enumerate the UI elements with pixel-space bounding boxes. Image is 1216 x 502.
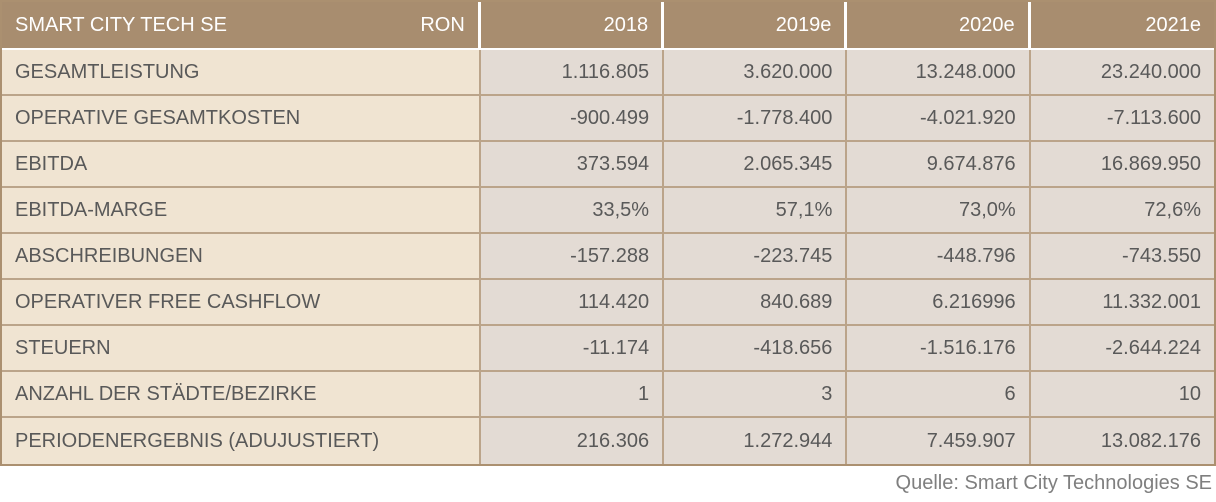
cell-value: 11.332.001 (1030, 280, 1214, 326)
table-title-cell: SMART CITY TECH SE RON (2, 2, 481, 50)
currency-label: RON (420, 13, 465, 36)
cell-value: -157.288 (480, 234, 665, 280)
column-header-2018: 2018 (480, 2, 665, 50)
financials-table: SMART CITY TECH SE RON 2018 2019e 2020e … (0, 0, 1216, 466)
cell-value: -7.113.600 (1030, 96, 1214, 142)
row-label: ANZAHL DER STÄDTE/BEZIRKE (2, 372, 481, 418)
row-label: ABSCHREIBUNGEN (2, 234, 481, 280)
cell-value: 840.689 (664, 280, 848, 326)
table-row-operative-gesamtkosten: OPERATIVE GESAMTKOSTEN -900.499 -1.778.4… (2, 96, 1214, 142)
cell-value: 6.216996 (847, 280, 1031, 326)
cell-value: -11.174 (480, 326, 665, 372)
cell-value: 1.272.944 (664, 418, 848, 464)
cell-value: 10 (1030, 372, 1214, 418)
table-row-ebitda-marge: EBITDA-MARGE 33,5% 57,1% 73,0% 72,6% (2, 188, 1214, 234)
row-label: EBITDA-MARGE (2, 188, 481, 234)
row-label: EBITDA (2, 142, 481, 188)
table-row-anzahl-staedte-bezirke: ANZAHL DER STÄDTE/BEZIRKE 1 3 6 10 (2, 372, 1214, 418)
table-row-operativer-free-cashflow: OPERATIVER FREE CASHFLOW 114.420 840.689… (2, 280, 1214, 326)
row-label: STEUERN (2, 326, 481, 372)
cell-value: 3.620.000 (664, 50, 848, 96)
cell-value: 3 (664, 372, 848, 418)
cell-value: 1.116.805 (480, 50, 665, 96)
table-row-periodenergebnis: PERIODENERGEBNIS (ADUJUSTIERT) 216.306 1… (2, 418, 1214, 464)
cell-value: 114.420 (480, 280, 665, 326)
cell-value: -743.550 (1030, 234, 1214, 280)
cell-value: -1.516.176 (847, 326, 1031, 372)
cell-value: 6 (847, 372, 1031, 418)
cell-value: 2.065.345 (664, 142, 848, 188)
column-header-2020e: 2020e (847, 2, 1031, 50)
cell-value: 216.306 (480, 418, 665, 464)
cell-value: 72,6% (1030, 188, 1214, 234)
source-note: Quelle: Smart City Technologies SE (895, 472, 1212, 494)
cell-value: 73,0% (847, 188, 1031, 234)
column-header-2019e: 2019e (664, 2, 848, 50)
table-title: SMART CITY TECH SE (15, 13, 227, 36)
cell-value: 16.869.950 (1030, 142, 1214, 188)
table-row-steuern: STEUERN -11.174 -418.656 -1.516.176 -2.6… (2, 326, 1214, 372)
cell-value: 373.594 (480, 142, 665, 188)
cell-value: -1.778.400 (664, 96, 848, 142)
cell-value: -2.644.224 (1030, 326, 1214, 372)
cell-value: 13.248.000 (847, 50, 1031, 96)
cell-value: -418.656 (664, 326, 848, 372)
cell-value: 9.674.876 (847, 142, 1031, 188)
row-label: GESAMTLEISTUNG (2, 50, 481, 96)
cell-value: 1 (480, 372, 665, 418)
table-header-row: SMART CITY TECH SE RON 2018 2019e 2020e … (2, 2, 1214, 50)
cell-value: -4.021.920 (847, 96, 1031, 142)
cell-value: -223.745 (664, 234, 848, 280)
cell-value: 13.082.176 (1030, 418, 1214, 464)
cell-value: -900.499 (480, 96, 665, 142)
column-header-2021e: 2021e (1030, 2, 1214, 50)
cell-value: 33,5% (480, 188, 665, 234)
row-label: OPERATIVER FREE CASHFLOW (2, 280, 481, 326)
row-label: OPERATIVE GESAMTKOSTEN (2, 96, 481, 142)
table-row-abschreibungen: ABSCHREIBUNGEN -157.288 -223.745 -448.79… (2, 234, 1214, 280)
cell-value: 7.459.907 (847, 418, 1031, 464)
row-label: PERIODENERGEBNIS (ADUJUSTIERT) (2, 418, 481, 464)
table-row-ebitda: EBITDA 373.594 2.065.345 9.674.876 16.86… (2, 142, 1214, 188)
cell-value: 23.240.000 (1030, 50, 1214, 96)
cell-value: 57,1% (664, 188, 848, 234)
cell-value: -448.796 (847, 234, 1031, 280)
table-row-gesamtleistung: GESAMTLEISTUNG 1.116.805 3.620.000 13.24… (2, 50, 1214, 96)
